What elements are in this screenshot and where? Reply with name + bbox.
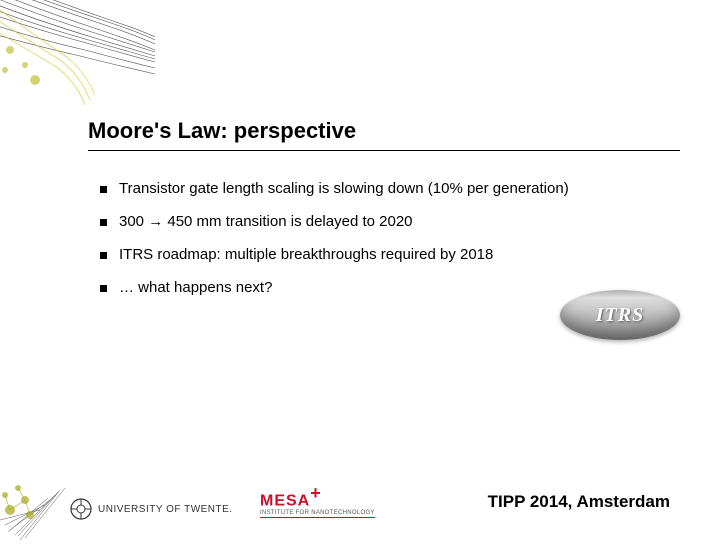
- bullet-list: Transistor gate length scaling is slowin…: [100, 180, 660, 312]
- bullet-item: ITRS roadmap: multiple breakthroughs req…: [100, 246, 660, 263]
- conference-label: TIPP 2014, Amsterdam: [488, 492, 670, 512]
- mesa-logo: MESA+ INSTITUTE FOR NANOTECHNOLOGY: [260, 483, 375, 518]
- decoration-top: [0, 0, 160, 120]
- mesa-subtitle: INSTITUTE FOR NANOTECHNOLOGY: [260, 510, 375, 518]
- slide-title: Moore's Law: perspective: [88, 118, 680, 151]
- university-icon: [70, 498, 92, 520]
- university-text: UNIVERSITY OF TWENTE.: [98, 504, 233, 515]
- footer: UNIVERSITY OF TWENTE. MESA+ INSTITUTE FO…: [0, 480, 720, 520]
- bullet-text: Transistor gate length scaling is slowin…: [119, 180, 569, 197]
- bullet-item: Transistor gate length scaling is slowin…: [100, 180, 660, 197]
- bullet-text: ITRS roadmap: multiple breakthroughs req…: [119, 246, 493, 263]
- itrs-logo: ITRS: [560, 290, 680, 340]
- university-logo: UNIVERSITY OF TWENTE.: [70, 498, 233, 520]
- bullet-text: … what happens next?: [119, 279, 272, 296]
- bullet-item: 300 → 450 mm transition is delayed to 20…: [100, 213, 660, 230]
- bullet-marker: [100, 186, 107, 193]
- bullet-item: … what happens next?: [100, 279, 660, 296]
- bullet-marker: [100, 285, 107, 292]
- bullet-marker: [100, 252, 107, 259]
- bullet-marker: [100, 219, 107, 226]
- bullet-text: 300 → 450 mm transition is delayed to 20…: [119, 213, 413, 230]
- mesa-text: MESA+: [260, 483, 322, 510]
